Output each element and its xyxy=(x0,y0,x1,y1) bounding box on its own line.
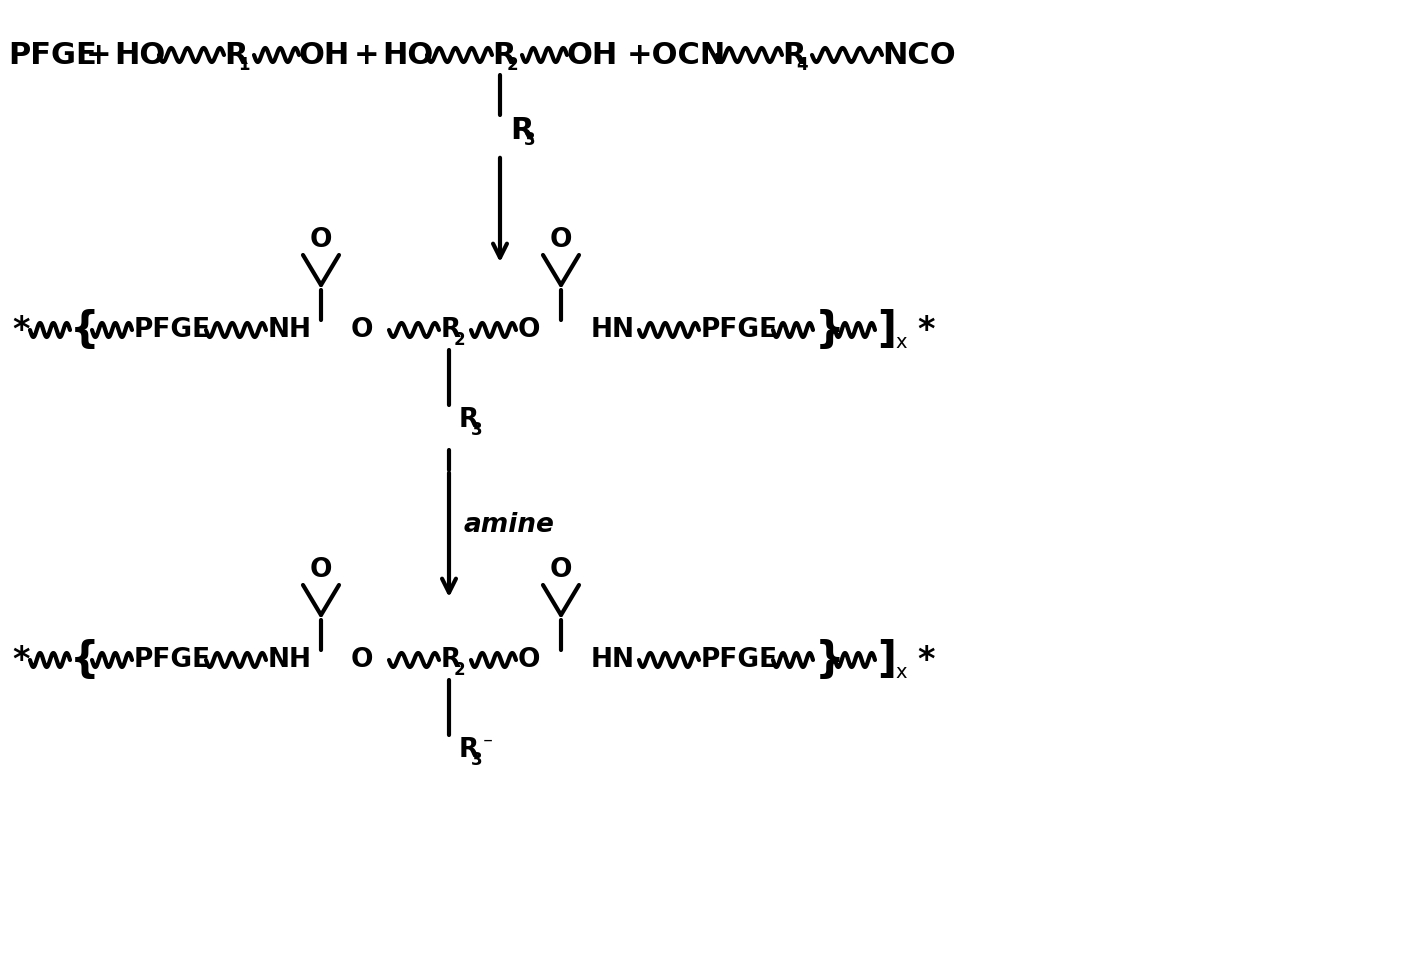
Text: PFGE: PFGE xyxy=(9,41,97,70)
Text: *: * xyxy=(917,314,935,347)
Text: R: R xyxy=(441,647,462,673)
Text: +: + xyxy=(354,41,379,70)
Text: R: R xyxy=(459,407,479,433)
Text: O: O xyxy=(519,317,540,343)
Text: O: O xyxy=(550,227,573,253)
Text: O: O xyxy=(351,647,374,673)
Text: x: x xyxy=(895,663,907,681)
Text: R: R xyxy=(492,41,516,70)
Text: NCO: NCO xyxy=(882,41,956,70)
Text: ]: ] xyxy=(877,309,897,351)
Text: 1: 1 xyxy=(239,56,250,73)
Text: 3: 3 xyxy=(524,130,536,149)
Text: *: * xyxy=(11,643,30,676)
Text: {: { xyxy=(70,309,99,351)
Text: PFGE: PFGE xyxy=(134,317,212,343)
Text: NH: NH xyxy=(269,317,313,343)
Text: }: } xyxy=(816,639,844,681)
Text: *: * xyxy=(11,314,30,347)
Text: ]: ] xyxy=(877,639,897,681)
Text: O: O xyxy=(519,647,540,673)
Text: R: R xyxy=(510,116,533,145)
Text: OH: OH xyxy=(298,41,350,70)
Text: HN: HN xyxy=(591,317,635,343)
Text: *: * xyxy=(917,643,935,676)
Text: +OCN: +OCN xyxy=(627,41,726,70)
Text: HN: HN xyxy=(591,647,635,673)
Text: 2: 2 xyxy=(453,330,465,349)
Text: PFGE: PFGE xyxy=(701,647,779,673)
Text: 4: 4 xyxy=(796,56,809,73)
Text: R: R xyxy=(225,41,247,70)
Text: PFGE: PFGE xyxy=(701,317,779,343)
Text: 3: 3 xyxy=(472,420,483,439)
Text: R: R xyxy=(459,737,479,763)
Text: O: O xyxy=(550,557,573,583)
Text: 2: 2 xyxy=(506,56,517,73)
Text: {: { xyxy=(70,639,99,681)
Text: O: O xyxy=(310,557,333,583)
Text: }: } xyxy=(816,309,844,351)
Text: O: O xyxy=(310,227,333,253)
Text: HO: HO xyxy=(382,41,433,70)
Text: NH: NH xyxy=(269,647,313,673)
Text: x: x xyxy=(895,332,907,352)
Text: +: + xyxy=(87,41,112,70)
Text: O: O xyxy=(351,317,374,343)
Text: HO: HO xyxy=(114,41,165,70)
Text: PFGE: PFGE xyxy=(134,647,212,673)
Text: R: R xyxy=(782,41,806,70)
Text: amine: amine xyxy=(465,512,554,538)
Text: 2: 2 xyxy=(453,661,465,678)
Text: R: R xyxy=(441,317,462,343)
Text: ⁻: ⁻ xyxy=(483,734,493,753)
Text: 3: 3 xyxy=(472,751,483,769)
Text: OH: OH xyxy=(567,41,618,70)
